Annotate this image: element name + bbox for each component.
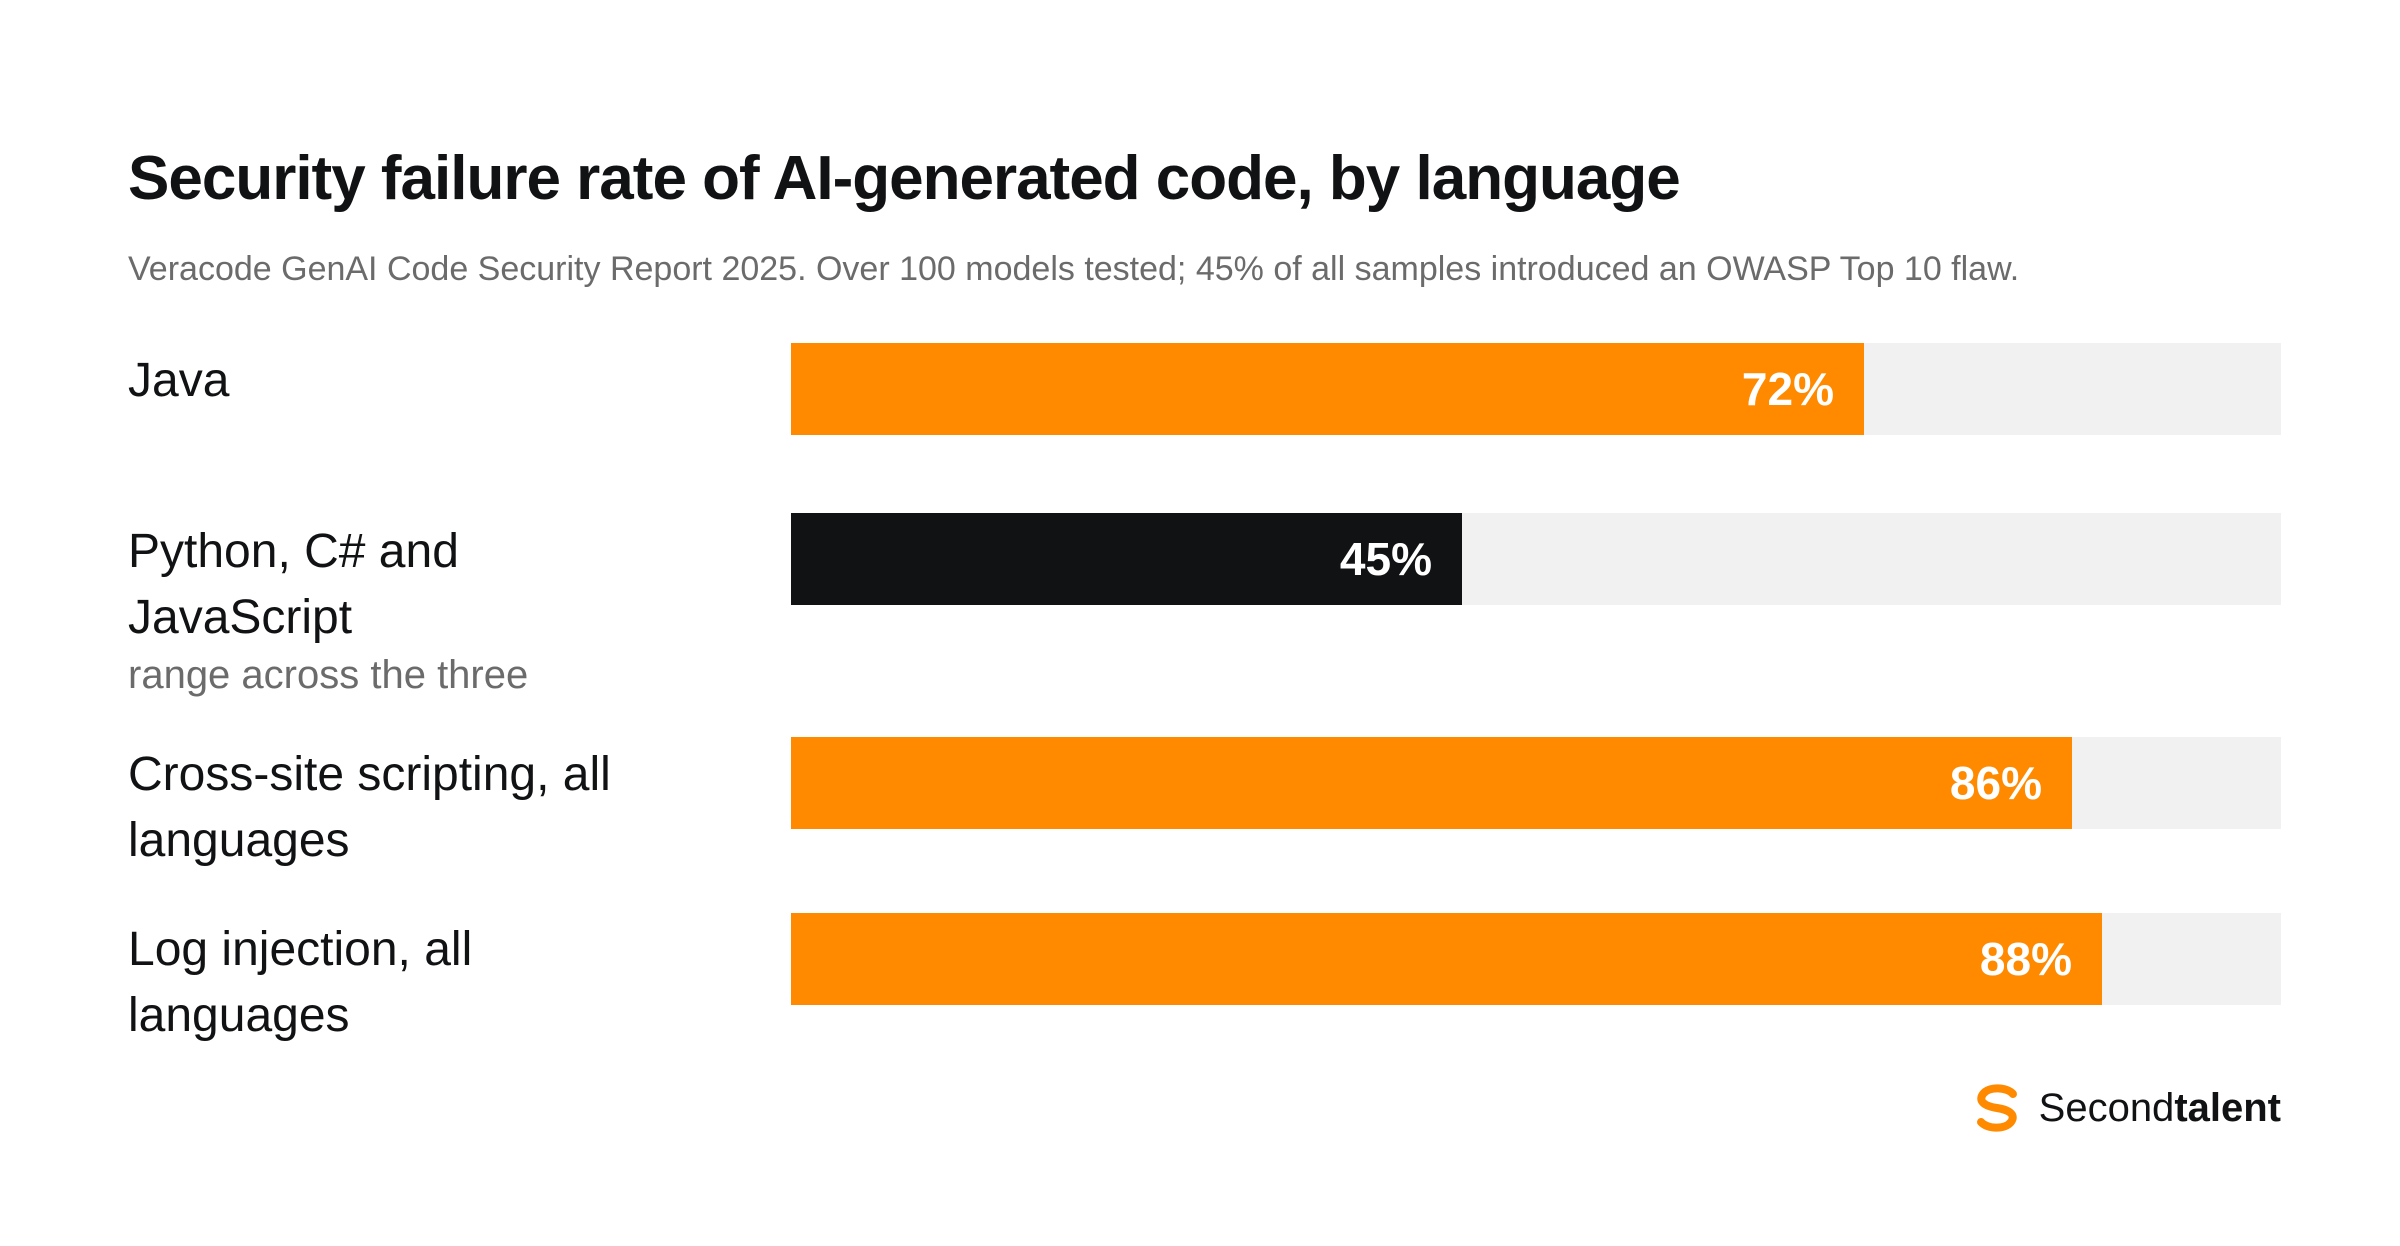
bar-track: 45% [791, 513, 2281, 605]
value-label: 72% [1741, 363, 1834, 415]
value-label: 45% [1339, 533, 1432, 585]
value-label: 86% [1949, 757, 2042, 809]
bar [791, 913, 2102, 1005]
category-label-text: Cross-site scripting, all languages [128, 748, 611, 867]
value-label: 88% [1979, 933, 2072, 985]
secondtalent-s-logo-icon [1976, 1084, 2017, 1132]
chart-subtitle: Veracode GenAI Code Security Report 2025… [128, 250, 2020, 288]
category-label: Python, C# and JavaScript range across t… [128, 519, 688, 699]
category-sublabel: range across the three [128, 653, 529, 697]
category-label: Cross-site scripting, all languages [128, 742, 688, 874]
brand-logo: Secondtalent [1971, 1082, 2281, 1134]
chart-title: Security failure rate of AI-generated co… [128, 144, 1681, 213]
category-label-text: Java [128, 354, 230, 407]
bar [791, 343, 1864, 435]
brand-name: Secondtalent [2039, 1088, 2281, 1128]
brand-name-part2: talent [2174, 1086, 2281, 1130]
category-label: Log injection, all languages [128, 917, 688, 1049]
bar [791, 737, 2072, 829]
bar [791, 513, 1462, 605]
brand-name-part1: Second [2038, 1086, 2175, 1130]
category-label-text: Log injection, all languages [128, 923, 473, 1042]
category-label-text: Python, C# and JavaScript [128, 525, 459, 644]
category-label: Java [128, 348, 688, 414]
bar-track: 86% [791, 737, 2281, 829]
bar-track: 88% [791, 913, 2281, 1005]
bar-track: 72% [791, 343, 2281, 435]
